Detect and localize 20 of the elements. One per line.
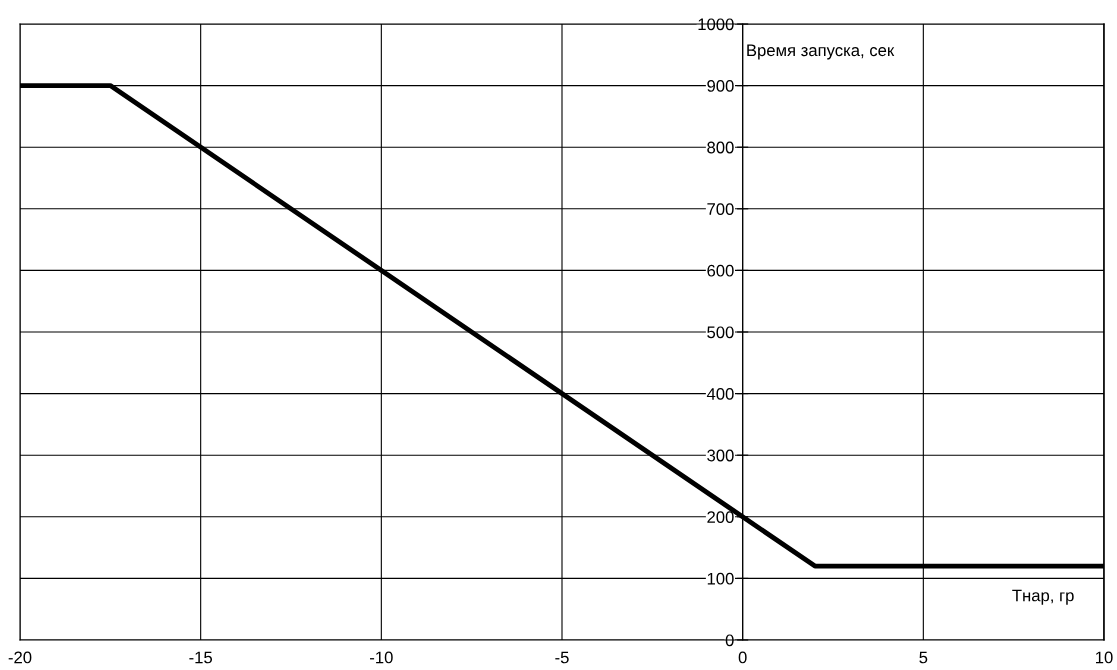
x-tick-label: 5 (919, 651, 928, 664)
x-tick-label: 10 (1096, 651, 1113, 664)
y-tick-label: 600 (707, 264, 734, 277)
x-tick-label: 0 (738, 651, 747, 664)
y-tick-label: 1000 (698, 18, 734, 31)
y-tick-label: 900 (707, 80, 734, 92)
y-tick-label: 0 (725, 634, 734, 647)
y-tick-label: 500 (707, 326, 734, 339)
y-tick-label: 300 (707, 449, 734, 462)
x-tick-label: -15 (189, 651, 213, 664)
x-axis-title: Тнар, гр (1012, 589, 1074, 605)
y-tick-label: 700 (707, 203, 734, 215)
x-tick-label: -20 (8, 651, 32, 664)
y-tick-label: 100 (707, 572, 734, 585)
y-tick-label: 400 (706, 388, 734, 400)
y-tick-label: 800 (707, 141, 734, 154)
x-tick-label: -10 (370, 651, 393, 664)
x-tick-label: -5 (555, 651, 569, 664)
y-axis-title: Время запуска, сек (747, 44, 895, 60)
y-tick-label: 200 (707, 511, 734, 523)
